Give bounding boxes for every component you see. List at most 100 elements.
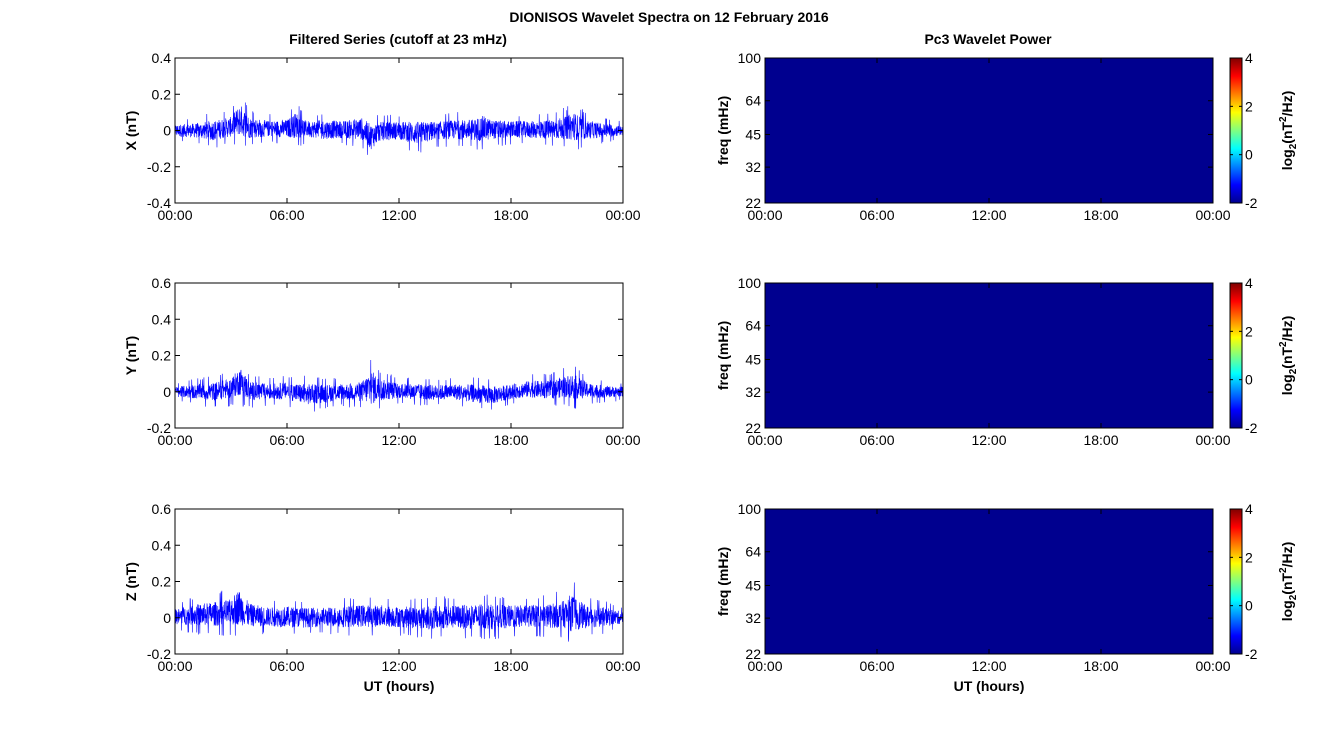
- colorbar-tick-label: 0: [1245, 372, 1253, 388]
- colorbar-label-part: log: [1279, 600, 1295, 621]
- colorbar-label-part: 2: [1288, 594, 1299, 600]
- x-tick-label: 12:00: [381, 207, 416, 223]
- y-tick-label: 0.2: [152, 86, 172, 102]
- x-tick-label: 18:00: [493, 207, 528, 223]
- y-tick-label: 0: [163, 384, 171, 400]
- y-tick-label: 64: [745, 544, 761, 560]
- x-tick-label: 00:00: [605, 432, 640, 448]
- y-tick-label: 32: [745, 610, 761, 626]
- x-tick-label: 12:00: [971, 432, 1006, 448]
- y-tick-label: 45: [745, 126, 761, 142]
- y-tick-label: 100: [738, 50, 762, 66]
- colorbar-tick-label: -2: [1245, 420, 1258, 436]
- colorbar-tick-label: 4: [1245, 50, 1253, 66]
- colorbar-tick-label: 4: [1245, 501, 1253, 517]
- colorbar-label-part: log: [1279, 374, 1295, 395]
- y-tick-label: 100: [738, 275, 762, 291]
- series-line-y: [174, 359, 624, 412]
- colorbar-label-part: 2: [1278, 567, 1289, 573]
- y-tick-label: 22: [745, 420, 761, 436]
- colorbar-label-part: (nT: [1279, 122, 1295, 144]
- y-tick-label: 0.6: [152, 501, 172, 517]
- y-tick-label: 0.4: [152, 311, 172, 327]
- plot-area: [175, 283, 623, 428]
- y-axis-label: freq (mHz): [715, 321, 731, 390]
- y-tick-label: -0.2: [147, 420, 171, 436]
- x-tick-label: 06:00: [269, 207, 304, 223]
- x-tick-label: 00:00: [747, 432, 782, 448]
- colorbar-label: log2(nT2/Hz): [1278, 316, 1299, 396]
- y-tick-label: -0.4: [147, 195, 171, 211]
- colorbar-label-part: 2: [1278, 116, 1289, 122]
- y-tick-label: 64: [745, 318, 761, 334]
- y-axis-label: freq (mHz): [715, 96, 731, 165]
- colorbar-tick-label: -2: [1245, 195, 1258, 211]
- x-tick-label: 06:00: [859, 432, 894, 448]
- series-line-z: [174, 582, 624, 642]
- x-tick-label: 12:00: [971, 658, 1006, 674]
- colorbar-label-part: 2: [1278, 341, 1289, 347]
- y-axis-label: freq (mHz): [715, 547, 731, 616]
- wavelet-power-image: [765, 58, 1213, 203]
- y-tick-label: 0.2: [152, 574, 172, 590]
- filtered-series-panel-y: -0.2 0 0.2 0.4 0.6 Y (nT) 00:00 06:00 12:00 18:00…: [123, 275, 641, 448]
- y-tick-label: 0.4: [152, 50, 172, 66]
- colorbar-label-part: log: [1279, 149, 1295, 170]
- y-tick-label: 64: [745, 93, 761, 109]
- left-column-title: Filtered Series (cutoff at 23 mHz): [289, 31, 507, 47]
- y-tick-label: -0.2: [147, 646, 171, 662]
- x-axis-label: UT (hours): [954, 678, 1025, 694]
- y-axis-label: X (nT): [123, 111, 139, 151]
- colorbar-tick-label: 2: [1245, 323, 1253, 339]
- x-tick-label: 18:00: [493, 658, 528, 674]
- colorbar-label-part: /Hz): [1279, 316, 1295, 342]
- x-tick-label: 00:00: [1195, 658, 1230, 674]
- x-tick-label: 00:00: [157, 207, 192, 223]
- y-tick-label: 45: [745, 577, 761, 593]
- y-axis-label: Y (nT): [123, 336, 139, 375]
- x-axis-label: UT (hours): [364, 678, 435, 694]
- colorbar-label: log2(nT2/Hz): [1278, 91, 1299, 171]
- colorbar-label-part: 2: [1288, 143, 1299, 149]
- x-tick-label: 00:00: [1195, 432, 1230, 448]
- y-tick-label: 0.6: [152, 275, 172, 291]
- colorbar-label: log2(nT2/Hz): [1278, 542, 1299, 622]
- wavelet-power-image: [765, 283, 1213, 428]
- y-tick-label: 22: [745, 195, 761, 211]
- colorbar-label-part: (nT: [1279, 347, 1295, 369]
- x-tick-label: 06:00: [859, 658, 894, 674]
- x-tick-label: 18:00: [493, 432, 528, 448]
- x-tick-label: 00:00: [747, 207, 782, 223]
- colorbar-tick-label: -2: [1245, 646, 1258, 662]
- colorbar-tick-label: 0: [1245, 147, 1253, 163]
- filtered-series-panel-z: -0.2 0 0.2 0.4 0.6 Z (nT) 00:00 06:00 12:00 18:00…: [123, 501, 641, 694]
- colorbar-label-part: /Hz): [1279, 91, 1295, 117]
- x-tick-label: 06:00: [859, 207, 894, 223]
- x-tick-label: 00:00: [1195, 207, 1230, 223]
- colorbar-tick-label: 2: [1245, 98, 1253, 114]
- x-tick-label: 06:00: [269, 658, 304, 674]
- y-tick-label: 100: [738, 501, 762, 517]
- x-tick-label: 12:00: [381, 432, 416, 448]
- y-tick-label: -0.2: [147, 159, 171, 175]
- y-tick-label: 0.4: [152, 537, 172, 553]
- x-tick-label: 12:00: [971, 207, 1006, 223]
- x-tick-label: 06:00: [269, 432, 304, 448]
- colorbar-tick-label: 4: [1245, 275, 1253, 291]
- x-tick-label: 00:00: [157, 658, 192, 674]
- y-axis-label: Z (nT): [123, 562, 139, 601]
- colorbar-label-part: /Hz): [1279, 542, 1295, 568]
- x-tick-label: 18:00: [1083, 207, 1118, 223]
- filtered-series-panel-x: -0.4 -0.2 0 0.2 0.4 X (nT) 00:00 06:00 12:00 18:0…: [123, 50, 641, 223]
- colorbar-tick-label: 2: [1245, 549, 1253, 565]
- y-tick-label: 32: [745, 159, 761, 175]
- colorbar-label-part: 2: [1288, 368, 1299, 374]
- x-tick-label: 00:00: [157, 432, 192, 448]
- y-tick-label: 22: [745, 646, 761, 662]
- x-tick-label: 18:00: [1083, 658, 1118, 674]
- x-tick-label: 00:00: [605, 658, 640, 674]
- wavelet-power-image: [765, 509, 1213, 654]
